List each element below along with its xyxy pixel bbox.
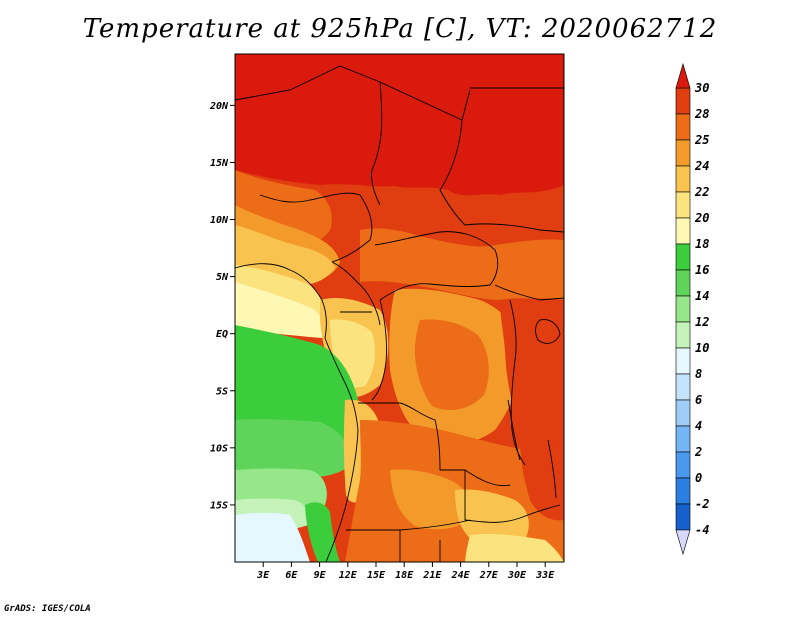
- colorbar-box: [675, 503, 691, 531]
- lat-tick-label: 15S: [210, 500, 228, 511]
- lat-tick-label: 10S: [210, 443, 228, 454]
- colorbar-box: [675, 191, 691, 219]
- lon-tick-label: 33E: [535, 570, 555, 581]
- colorbar-label: -2: [695, 497, 709, 511]
- lat-tick-label: 5S: [216, 386, 228, 397]
- lon-tick-label: 27E: [479, 570, 499, 581]
- colorbar-label: 20: [694, 211, 709, 225]
- field-congo-north: [360, 228, 564, 300]
- colorbar-label: 28: [694, 107, 709, 121]
- colorbar-label: 6: [695, 393, 702, 407]
- field-far-south-pale: [465, 533, 564, 562]
- field-southeast-hot: [520, 439, 564, 521]
- field-namibia-coast: [305, 502, 340, 562]
- border-car: [374, 231, 499, 301]
- lon-tick-label: 18E: [395, 570, 414, 581]
- colorbar-box: [675, 373, 691, 401]
- colorbar-label: 4: [695, 419, 702, 433]
- lon-tick-label: 24E: [451, 570, 471, 581]
- coastline: [235, 263, 359, 562]
- border-drc-east: [509, 299, 526, 466]
- border-niger-chad: [371, 81, 383, 206]
- field-southern-pale: [455, 489, 529, 546]
- border-drc-angola: [358, 402, 511, 487]
- lon-tick-label: 30E: [507, 570, 527, 581]
- latitude-axis: 20N 15N 10N 5N EQ 5S 10S 15S: [209, 101, 235, 511]
- field-atlantic-lightgreen: [235, 419, 351, 478]
- colorbar-label: 10: [695, 341, 709, 355]
- field-congo-core: [414, 319, 489, 411]
- colorbar-label: 12: [695, 315, 709, 329]
- lon-tick-label: 15E: [367, 570, 386, 581]
- longitude-axis: 3E 6E 9E 12E 15E 18E 21E 24E 27E 30E 33E: [256, 562, 555, 581]
- colorbar-box: [675, 425, 691, 453]
- border-chad-sudan: [439, 119, 466, 226]
- colorbar-box: [675, 165, 691, 193]
- lake-tanganyika: [507, 399, 521, 461]
- lat-tick-label: EQ: [216, 329, 228, 340]
- lake-victoria: [535, 319, 561, 344]
- colorbar-box: [675, 113, 691, 141]
- lat-tick-label: 5N: [216, 272, 229, 283]
- map-frame: [234, 53, 565, 563]
- colorbar-box: [675, 295, 691, 323]
- border-algeria-niger: [235, 65, 471, 121]
- footer-credit: GrADS: IGES/COLA: [4, 604, 91, 614]
- colorbar-label: 24: [694, 159, 709, 173]
- border-nigeria: [259, 192, 373, 263]
- field-atlantic-green: [235, 325, 361, 450]
- field-sahara: [235, 54, 564, 196]
- country-borders: [235, 65, 564, 562]
- colorbar-box: [675, 321, 691, 349]
- lat-tick-label: 10N: [210, 215, 229, 226]
- lon-tick-label: 12E: [339, 570, 358, 581]
- colorbar-box: [675, 217, 691, 245]
- field-atlantic-cold: [235, 512, 310, 562]
- colorbar-label: 8: [695, 367, 702, 381]
- colorbar-box: [675, 243, 691, 271]
- border-cameroon: [331, 261, 381, 326]
- colorbar-label: 14: [695, 289, 709, 303]
- lake-malawi: [547, 439, 557, 499]
- field-guinea-cool: [235, 282, 325, 338]
- border-south-sudan: [464, 223, 564, 301]
- border-namibia-east: [399, 530, 441, 562]
- colorbar-box: [675, 399, 691, 427]
- chart-title: Temperature at 925hPa [C], VT: 202006271…: [82, 14, 718, 44]
- colorbar-box: [675, 269, 691, 297]
- colorbar-label: 18: [695, 237, 709, 251]
- lon-tick-label: 3E: [256, 570, 270, 581]
- colorbar-label: 25: [694, 133, 709, 147]
- colorbar-box: [675, 87, 691, 115]
- colorbar-box: [675, 477, 691, 505]
- temperature-map: [235, 54, 564, 562]
- colorbar-box: [675, 347, 691, 375]
- colorbar-label: 16: [695, 263, 709, 277]
- colorbar-min-arrow: [675, 529, 691, 556]
- colorbar-label: 2: [694, 445, 702, 459]
- colorbar-box: [675, 139, 691, 167]
- border-congo-drc: [371, 299, 388, 401]
- lon-tick-label: 9E: [314, 570, 327, 581]
- border-zambia: [464, 470, 561, 523]
- lon-tick-label: 21E: [422, 570, 442, 581]
- colorbar-box: [675, 451, 691, 479]
- lon-tick-label: 6E: [285, 570, 298, 581]
- colorbar-max-arrow: [675, 62, 691, 89]
- lat-tick-label: 20N: [209, 101, 229, 112]
- colorbar-label: -4: [695, 523, 709, 537]
- colorbar-label: 0: [695, 471, 702, 485]
- field-zambia-warm: [390, 469, 471, 530]
- colorbar-label: 22: [694, 185, 709, 199]
- lat-tick-label: 15N: [210, 158, 229, 169]
- colorbar-label: 30: [694, 81, 709, 95]
- border-angola-namibia: [346, 519, 471, 531]
